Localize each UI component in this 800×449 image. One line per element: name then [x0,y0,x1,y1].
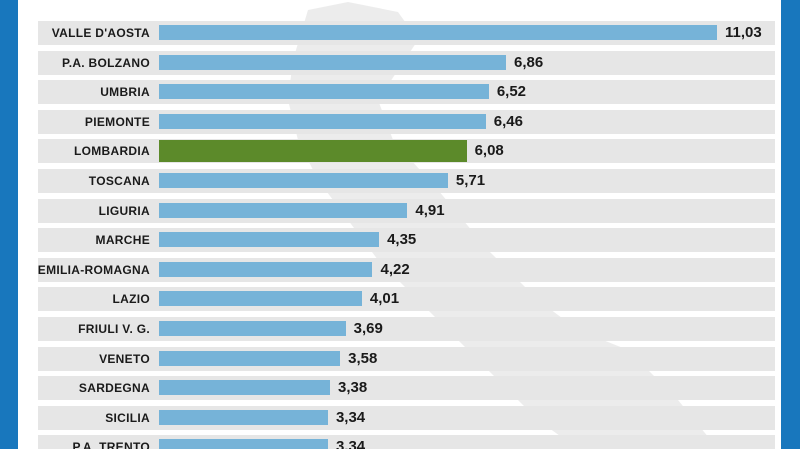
bar [159,25,717,40]
category-label: LIGURIA [98,203,150,218]
bar [159,291,362,307]
bar [159,173,448,188]
category-label: P.A. TRENTO [72,440,150,449]
bar [159,140,467,163]
category-label: PIEMONTE [84,114,150,129]
category-label: EMILIA-ROMAGNA [37,262,150,277]
category-label: VENETO [99,351,150,366]
bar [159,202,408,218]
bar [159,232,380,248]
bar [159,409,328,425]
value-label: 3,34 [335,408,366,426]
value-label: 6,46 [493,112,523,130]
value-label: 3,58 [348,349,378,367]
value-label: 3,69 [353,320,383,337]
value-label: 6,52 [496,83,527,101]
category-label: P.A. BOLZANO [61,55,150,70]
value-label: 4,91 [415,201,445,219]
category-label: VALLE D'AOSTA [51,26,150,40]
value-label: 4,35 [387,231,417,249]
bar [159,380,330,396]
category-label: MARCHE [95,233,150,248]
category-label: LOMBARDIA [73,144,150,159]
category-label: FRIULI V. G. [78,322,150,336]
category-label: TOSCANA [88,174,150,188]
value-label: 6,86 [514,53,544,71]
bar [159,54,507,70]
value-label: 3,38 [337,379,368,397]
bar [159,350,341,366]
category-label: SARDEGNA [78,381,150,396]
value-label: 5,71 [455,172,486,189]
value-label: 6,08 [474,142,504,160]
category-label: LAZIO [112,292,150,307]
bar [159,439,328,449]
value-label: 4,01 [369,290,400,308]
category-label: UMBRIA [100,85,150,100]
value-label: 4,22 [380,260,410,278]
bar [159,84,489,100]
bar [159,261,373,277]
category-label: SICILIA [105,410,150,425]
value-label: 11,03 [725,24,762,41]
bar [159,321,346,336]
bar [159,113,486,129]
value-label: 3,34 [335,438,366,449]
chart-panel: VALLE D'AOSTA 11,03 P.A. BOLZANO 6,86 UMBRIA… [18,0,781,449]
